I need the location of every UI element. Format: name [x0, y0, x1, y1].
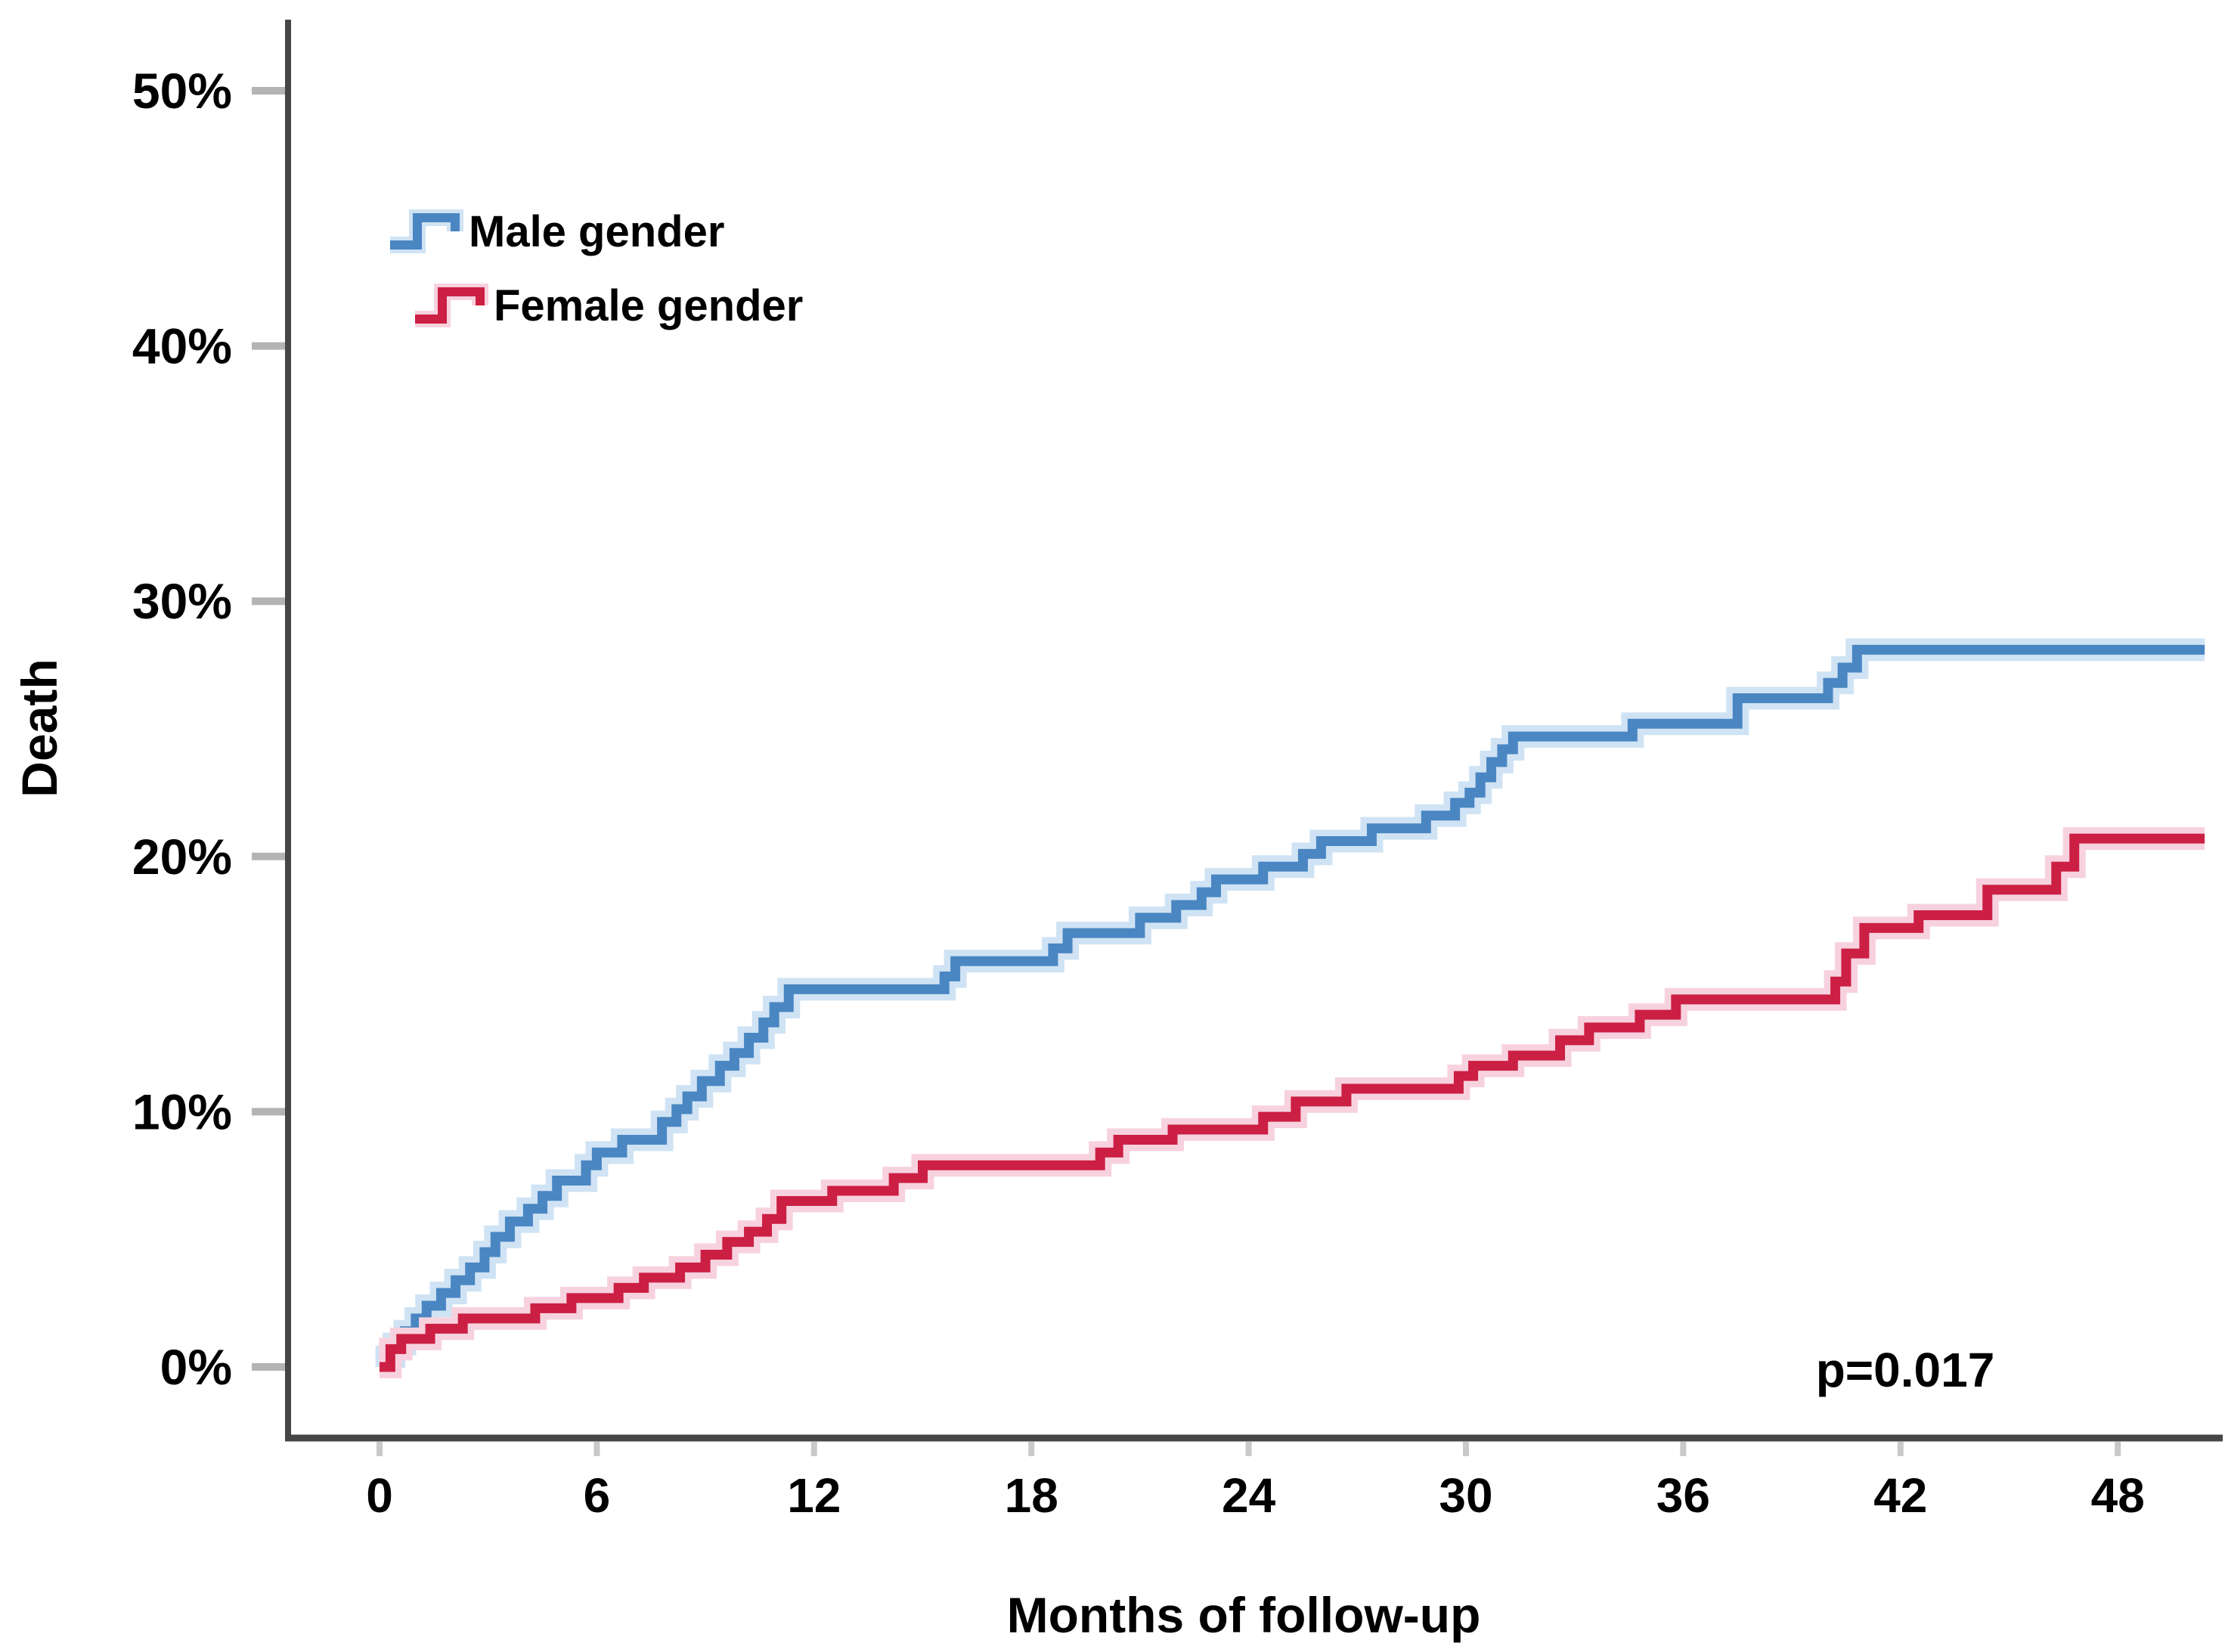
legend-label-male: Male gender [469, 206, 725, 256]
y-tick-label: 10% [132, 1083, 232, 1139]
female-step-line-icon [415, 284, 488, 327]
y-tick-label: 0% [160, 1339, 232, 1395]
x-tick-label: 36 [1656, 1468, 1710, 1523]
y-tick-label: 20% [132, 829, 232, 885]
y-tick-label: 40% [132, 318, 232, 374]
x-axis-title: Months of follow-up [1006, 1587, 1481, 1643]
y-axis-title: Death [11, 659, 67, 798]
male-step-line-icon [390, 209, 463, 253]
x-tick-label: 48 [2091, 1468, 2145, 1523]
x-tick-label: 18 [1005, 1468, 1058, 1523]
legend-label-female: Female gender [494, 280, 804, 330]
x-tick-label: 0 [366, 1468, 393, 1523]
female-series-line [380, 833, 2205, 1372]
male-series-line [380, 644, 2205, 1372]
x-tick-label: 42 [1873, 1468, 1927, 1523]
y-tick-label: 50% [132, 63, 232, 119]
x-tick-label: 24 [1222, 1468, 1276, 1523]
x-tick-label: 12 [787, 1468, 841, 1523]
male-series-halo [375, 638, 2205, 1378]
legend-item-male: Male gender [387, 195, 803, 268]
x-tick-label: 6 [584, 1468, 611, 1523]
legend: Male gender Female gender [387, 195, 803, 342]
y-tick-label: 30% [132, 573, 232, 629]
legend-item-female: Female gender [412, 269, 803, 342]
x-tick-label: 30 [1439, 1468, 1492, 1523]
p-value-annotation: p=0.017 [1815, 1343, 1995, 1397]
